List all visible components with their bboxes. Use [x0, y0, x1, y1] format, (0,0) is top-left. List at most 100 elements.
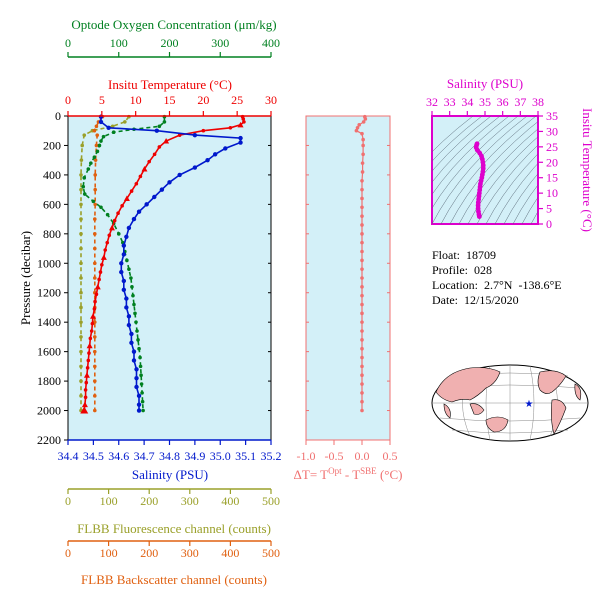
- fluorescence-axis-tick-label: 500: [262, 494, 280, 508]
- map-land: [435, 367, 582, 435]
- ts-ytick-label: 5: [546, 202, 552, 216]
- fluorescence-axis: 0 100 200 300 400 500: [65, 488, 280, 508]
- salinity-axis: 34.4 34.5 34.6 34.7 34.8 34.9 35.0 35.1 35.2: [58, 439, 282, 463]
- fluorescence-axis-tick-label: 400: [221, 494, 239, 508]
- fluorescence-point: [79, 320, 83, 324]
- fluorescence-point: [79, 290, 83, 295]
- temperature-axis-label: Insitu Temperature (°C): [108, 77, 232, 92]
- salinity-point: [136, 402, 142, 407]
- salinity-point: [167, 180, 172, 185]
- delta-t-point: [361, 143, 365, 148]
- backscatter-point: [95, 133, 100, 137]
- temperature-point: [86, 358, 91, 363]
- fluorescence-axis-tick-label: 0: [65, 494, 71, 508]
- density-contour: [485, 153, 538, 224]
- oxygen-point: [139, 382, 144, 386]
- delta-t-point: [360, 214, 364, 218]
- oxygen-point: [92, 155, 97, 160]
- oxygen-point: [134, 320, 138, 324]
- backscatter-point: [92, 128, 97, 133]
- salinity-point: [152, 194, 157, 200]
- delta-t-tick-label: 0.5: [383, 449, 398, 463]
- fluorescence-point: [79, 364, 83, 369]
- fluorescence-point: [82, 133, 87, 137]
- temperature-point: [94, 283, 101, 290]
- temperature-point: [83, 372, 90, 378]
- delta-t-point: [360, 232, 364, 236]
- pressure-tick-label: 0: [55, 109, 61, 123]
- salinity-point: [121, 278, 127, 284]
- oxygen-point: [127, 267, 131, 271]
- delta-t-point: [360, 399, 364, 404]
- density-contour: [432, 116, 492, 172]
- ts-salinity-label: Salinity (PSU): [447, 76, 523, 91]
- salinity-axis-tick-label: 34.7: [134, 449, 155, 463]
- temperature-point: [81, 401, 88, 408]
- backscatter-point: [92, 246, 97, 251]
- temperature-point: [129, 189, 134, 193]
- delta-t-point: [360, 293, 364, 298]
- salinity-axis-tick-label: 34.4: [58, 449, 79, 463]
- delta-t-point: [360, 346, 364, 351]
- fluorescence-point: [79, 394, 83, 398]
- salinity-point: [205, 157, 210, 163]
- density-contour: [432, 116, 501, 183]
- salinity-point: [136, 393, 142, 399]
- backscatter-point: [92, 379, 97, 383]
- backscatter-point: [92, 335, 97, 339]
- salinity-axis-tick-label: 34.9: [184, 449, 205, 463]
- oxygen-point: [137, 346, 141, 351]
- ts-xtick-label: 36: [497, 95, 509, 109]
- fluorescence-point: [79, 349, 83, 354]
- temperature-point: [242, 120, 246, 124]
- pressure-tick-label: 1600: [37, 345, 61, 359]
- fluorescence-axis-tick-label: 300: [181, 494, 199, 508]
- salinity-point: [136, 209, 142, 214]
- oxygen-point: [136, 338, 140, 342]
- density-contours: [432, 116, 609, 224]
- delta-t-point: [360, 320, 364, 324]
- salinity-point: [126, 225, 132, 231]
- salinity-point: [238, 140, 243, 145]
- delta-t-point: [360, 196, 364, 201]
- pressure-tick-label: 1200: [37, 286, 61, 300]
- fluorescence-point: [79, 335, 83, 339]
- temperature-point: [88, 336, 93, 341]
- salinity-point: [177, 172, 182, 178]
- salinity-point: [106, 125, 111, 130]
- delta-t-point: [360, 285, 364, 289]
- density-contour: [440, 116, 537, 224]
- oxygen-point: [99, 205, 103, 210]
- fluorescence-point: [79, 232, 83, 236]
- density-contour: [432, 116, 483, 162]
- density-contour: [476, 144, 538, 224]
- oxygen-point: [140, 399, 145, 404]
- backscatter-point: [92, 349, 97, 354]
- delta-t-point: [360, 240, 364, 245]
- backscatter-axis: 0 100 200 300 400 500: [65, 540, 280, 560]
- oxygen-point: [95, 149, 100, 154]
- temperature-point: [112, 218, 117, 223]
- backscatter-point: [92, 217, 97, 221]
- oxygen-point: [140, 391, 144, 395]
- temperature-point: [108, 224, 115, 231]
- temperature-point: [90, 321, 95, 326]
- temperature-point: [157, 145, 162, 149]
- delta-t-point: [360, 355, 364, 360]
- backscatter-axis-tick-label: 0: [65, 546, 71, 560]
- delta-t-point: [360, 329, 364, 333]
- density-contour: [549, 116, 609, 224]
- salinity-point: [154, 128, 160, 133]
- salinity-profile-line: [100, 116, 242, 411]
- salinity-axis-tick-label: 35.1: [235, 449, 256, 463]
- delta-t-tick-label: 0.0: [355, 449, 370, 463]
- backscatter-point: [92, 408, 97, 413]
- delta-t-point: [360, 311, 364, 316]
- profile-number: Profile: 028: [432, 263, 492, 277]
- ts-ytick-label: 25: [546, 140, 558, 154]
- salinity-point: [238, 135, 243, 141]
- ts-xtick-label: 33: [444, 95, 456, 109]
- temperature-point: [103, 248, 108, 252]
- ts-xtick-label: 34: [461, 95, 473, 109]
- fluorescence-axis-tick-label: 100: [100, 494, 118, 508]
